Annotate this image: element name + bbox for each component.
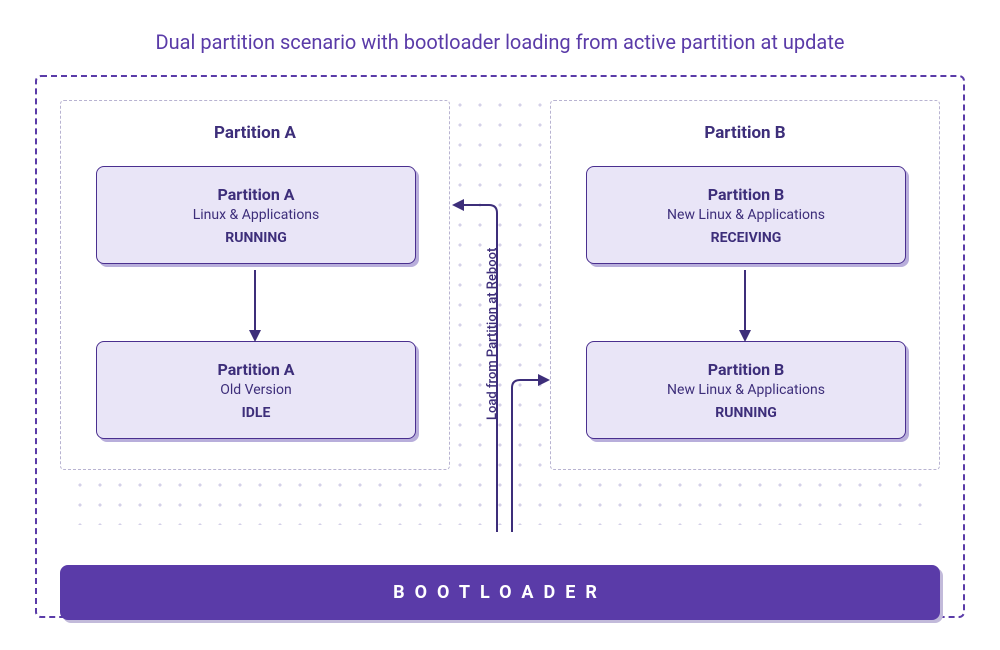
partition-b-state-1: Partition B New Linux & Applications REC… bbox=[586, 166, 906, 264]
bootloader-label: BOOTLOADER bbox=[393, 582, 607, 603]
partition-b-header: Partition B bbox=[551, 101, 939, 143]
partition-a-state-1: Partition A Linux & Applications RUNNING bbox=[96, 166, 416, 264]
state-status: RUNNING bbox=[587, 405, 905, 421]
state-subtitle: New Linux & Applications bbox=[587, 382, 905, 398]
state-subtitle: Old Version bbox=[97, 382, 415, 398]
state-subtitle: Linux & Applications bbox=[97, 207, 415, 223]
state-status: RECEIVING bbox=[587, 230, 905, 246]
arrow-a-down-icon bbox=[247, 270, 263, 345]
bootloader-box: BOOTLOADER bbox=[60, 565, 940, 620]
state-title: Partition B bbox=[587, 360, 905, 379]
state-subtitle: New Linux & Applications bbox=[587, 207, 905, 223]
state-status: IDLE bbox=[97, 405, 415, 421]
arrow-b-down-icon bbox=[737, 270, 753, 345]
state-title: Partition B bbox=[587, 185, 905, 204]
state-title: Partition A bbox=[97, 360, 415, 379]
partition-a-state-2: Partition A Old Version IDLE bbox=[96, 341, 416, 439]
partition-b-state-2: Partition B New Linux & Applications RUN… bbox=[586, 341, 906, 439]
load-from-partition-label: Load from Partition at Reboot bbox=[485, 248, 500, 420]
state-title: Partition A bbox=[97, 185, 415, 204]
state-status: RUNNING bbox=[97, 230, 415, 246]
diagram-title: Dual partition scenario with bootloader … bbox=[0, 0, 1000, 54]
partition-a-header: Partition A bbox=[61, 101, 449, 143]
